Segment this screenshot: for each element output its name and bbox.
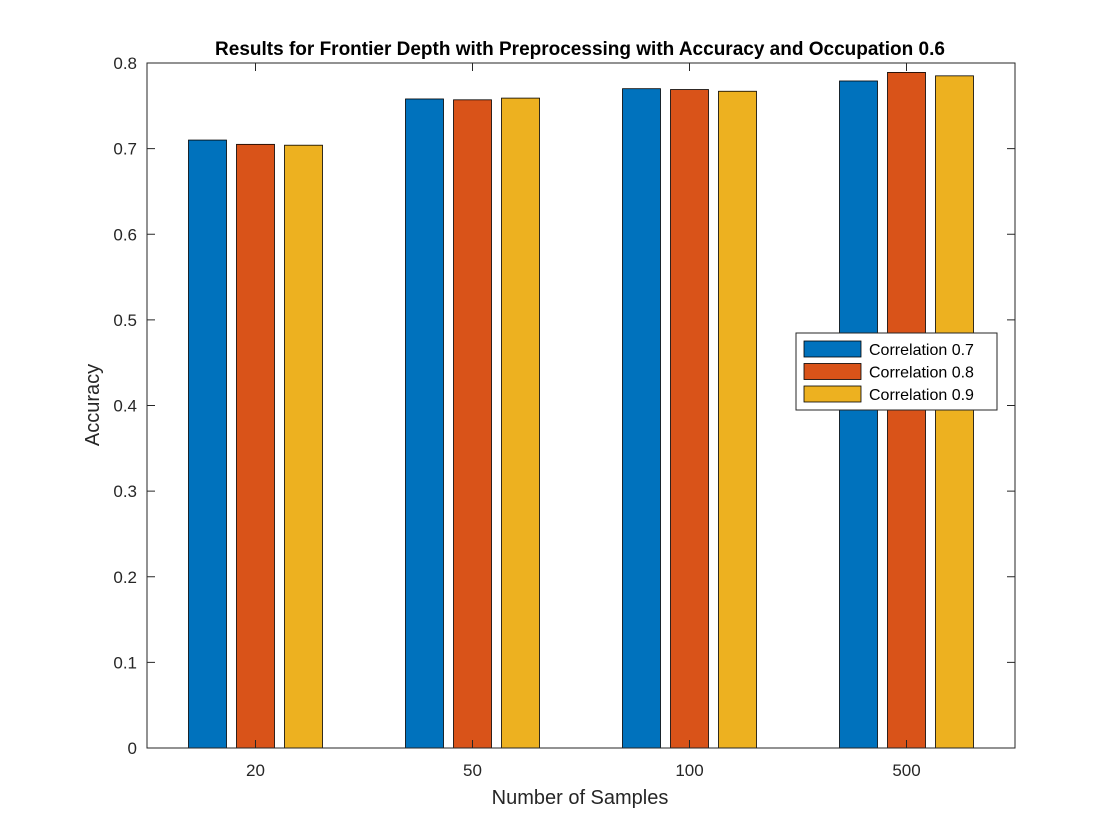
legend-swatch [803, 340, 862, 358]
chart-title: Results for Frontier Depth with Preproce… [215, 39, 945, 60]
x-tick-label: 500 [892, 761, 920, 780]
bar-500-series-0 [839, 80, 878, 749]
x-tick-label: 20 [246, 761, 265, 780]
legend-swatch [803, 385, 862, 403]
x-tick-label: 50 [463, 761, 482, 780]
y-tick-label: 0.7 [113, 140, 137, 159]
x-tick-label: 100 [675, 761, 703, 780]
bar-50-series-1 [453, 99, 492, 749]
y-tick-label: 0.1 [113, 653, 137, 672]
ticks-layer: 0 0.1 0.2 0.3 0.4 0.5 0.6 0.7 0.8 20 50 100 500 [113, 54, 1015, 780]
bar-50-series-2 [501, 97, 540, 749]
y-tick-label: 0.3 [113, 482, 137, 501]
bar-100-series-1 [670, 89, 709, 749]
legend: Correlation 0.7 Correlation 0.8 Correlatio… [795, 332, 998, 411]
legend-swatch [803, 363, 862, 380]
bar-100-series-0 [622, 88, 661, 749]
y-tick-label: 0.8 [113, 54, 137, 73]
legend-label: Correlation 0.8 [869, 365, 974, 382]
y-tick-label: 0.2 [113, 568, 137, 587]
y-tick-label: 0 [128, 739, 137, 758]
x-axis-label: Number of Samples [492, 787, 669, 809]
bar-500-series-2 [935, 75, 974, 749]
legend-label: Correlation 0.7 [869, 342, 974, 359]
legend-label: Correlation 0.9 [869, 387, 974, 404]
y-axis-label: Accuracy [82, 364, 104, 446]
y-tick-label: 0.6 [113, 225, 137, 244]
bar-20-series-2 [284, 144, 323, 749]
bar-20-series-0 [188, 139, 227, 749]
bar-20-series-1 [236, 143, 275, 749]
y-tick-label: 0.4 [113, 397, 137, 416]
bar-100-series-2 [718, 90, 757, 749]
bar-50-series-0 [405, 98, 444, 749]
y-tick-label: 0.5 [113, 311, 137, 330]
